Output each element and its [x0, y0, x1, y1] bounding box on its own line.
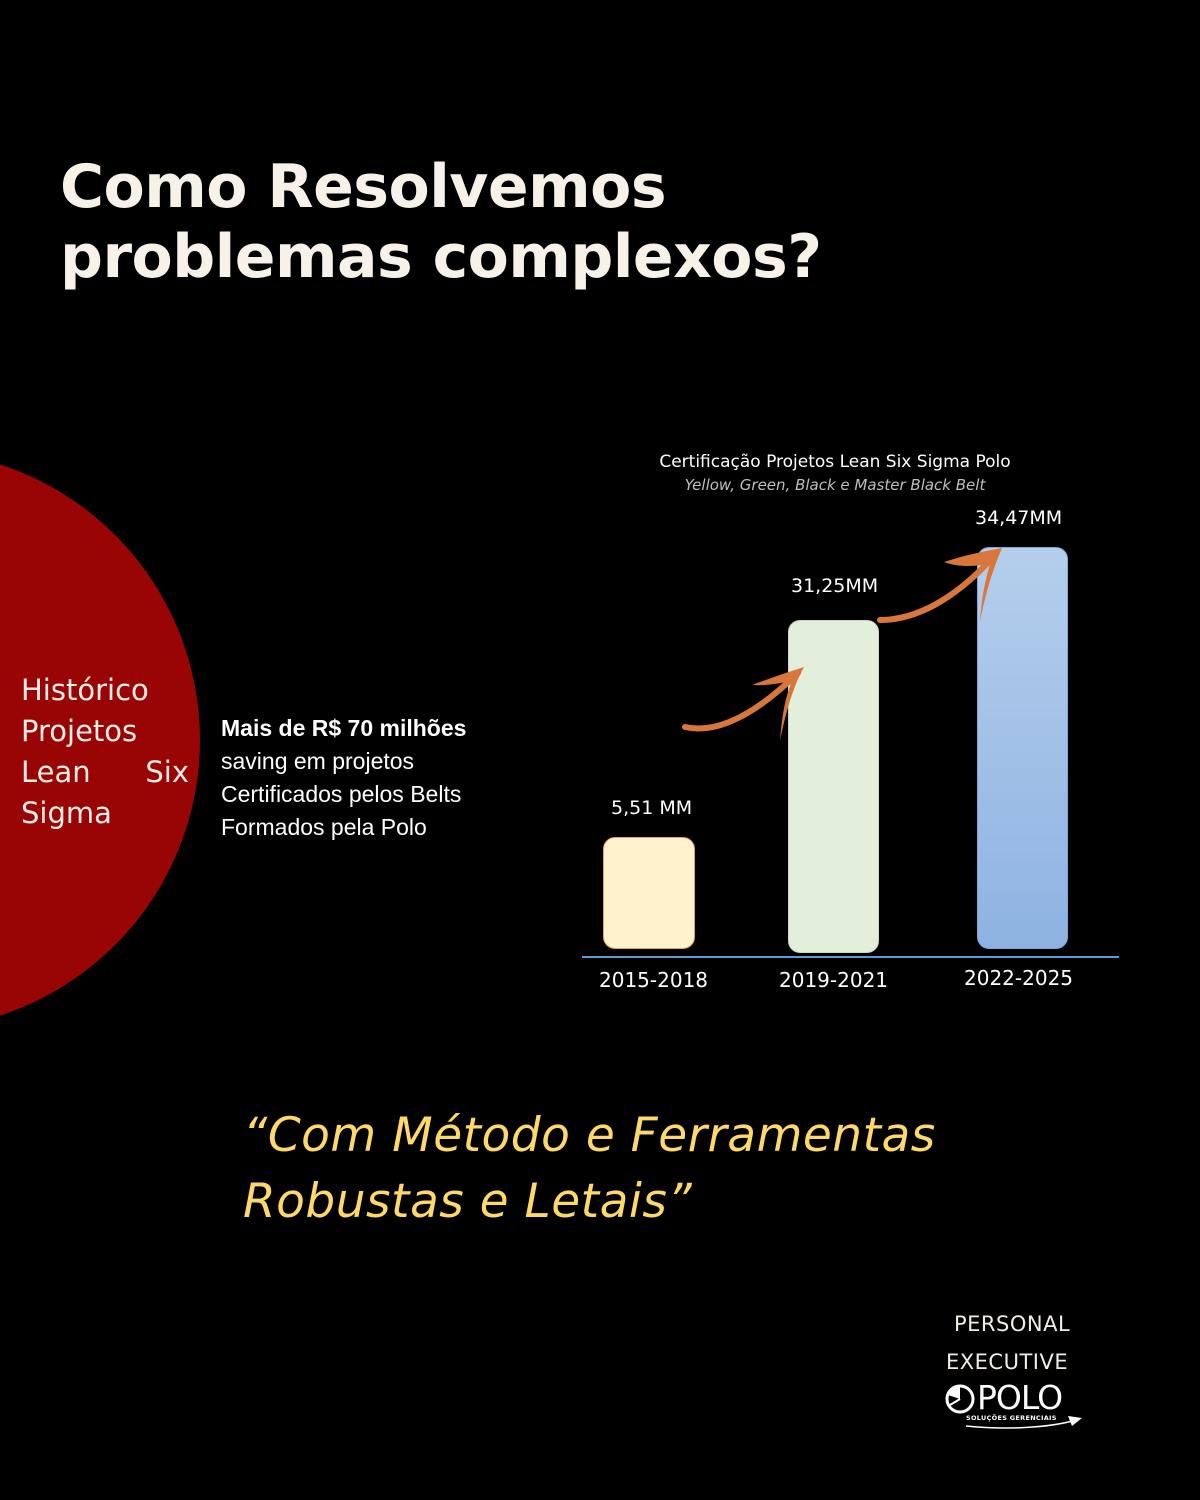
x-axis-label-3: 2022-2025 [964, 966, 1074, 990]
history-label-line-4: Sigma [21, 796, 112, 830]
history-label-line-1: Histórico [21, 673, 149, 707]
page-title: Como Resolvemos problemas complexos? [60, 152, 822, 292]
title-line-2: problemas complexos? [60, 222, 822, 292]
swoosh-arrow-icon [965, 1416, 1082, 1429]
chart-subtitle: Yellow, Green, Black e Master Black Belt [684, 476, 986, 494]
saving-headline: Mais de R$ 70 milhões [221, 715, 467, 741]
quote-line-2: Robustas e Letais” [243, 1174, 693, 1229]
growth-arrow-icon [682, 667, 804, 741]
history-label: Histórico Projetos Lean Six Sigma [21, 670, 189, 834]
chart-title: Certificação Projetos Lean Six Sigma Pol… [659, 452, 1011, 472]
brand-block: PERSONAL EXECUTIVE [940, 1305, 1100, 1381]
bar-value-3: 34,47MM [975, 507, 1063, 529]
x-axis-line [582, 956, 1119, 958]
brand-line-2: EXECUTIVE [946, 1350, 1069, 1374]
x-axis-label-2: 2019-2021 [779, 968, 889, 992]
polo-logo: POLO SOLUÇÕES GERENCIAIS [944, 1380, 1084, 1430]
bar-2019-2021 [788, 620, 879, 953]
pie-clock-icon [945, 1384, 975, 1414]
quote-line-1: “Com Método e Ferramentas [243, 1108, 936, 1163]
saving-line-2: saving em projetos [221, 748, 415, 774]
bar-value-1: 5,51 MM [611, 797, 693, 819]
history-label-six: Six [145, 755, 189, 789]
logo-text: POLO [977, 1378, 1063, 1417]
growth-arrow-icon [877, 548, 1002, 623]
x-axis-label-1: 2015-2018 [599, 968, 709, 992]
saving-summary: Mais de R$ 70 milhões saving em projetos… [221, 712, 466, 844]
saving-line-4: Formados pela Polo [221, 814, 427, 840]
bar-2015-2018 [603, 837, 695, 949]
title-line-1: Como Resolvemos [60, 152, 667, 222]
history-label-lean: Lean [21, 755, 91, 789]
logo-subtext: SOLUÇÕES GERENCIAIS [966, 1414, 1057, 1422]
history-label-line-3: Lean Six [21, 752, 189, 793]
tagline-quote: “Com Método e Ferramentas Robustas e Let… [243, 1103, 936, 1235]
bar-2022-2025 [977, 547, 1068, 949]
bar-value-2: 31,25MM [791, 575, 879, 597]
saving-line-3: Certificados pelos Belts [221, 781, 462, 807]
brand-line-1: PERSONAL [954, 1312, 1071, 1336]
history-label-line-2: Projetos [21, 714, 138, 748]
